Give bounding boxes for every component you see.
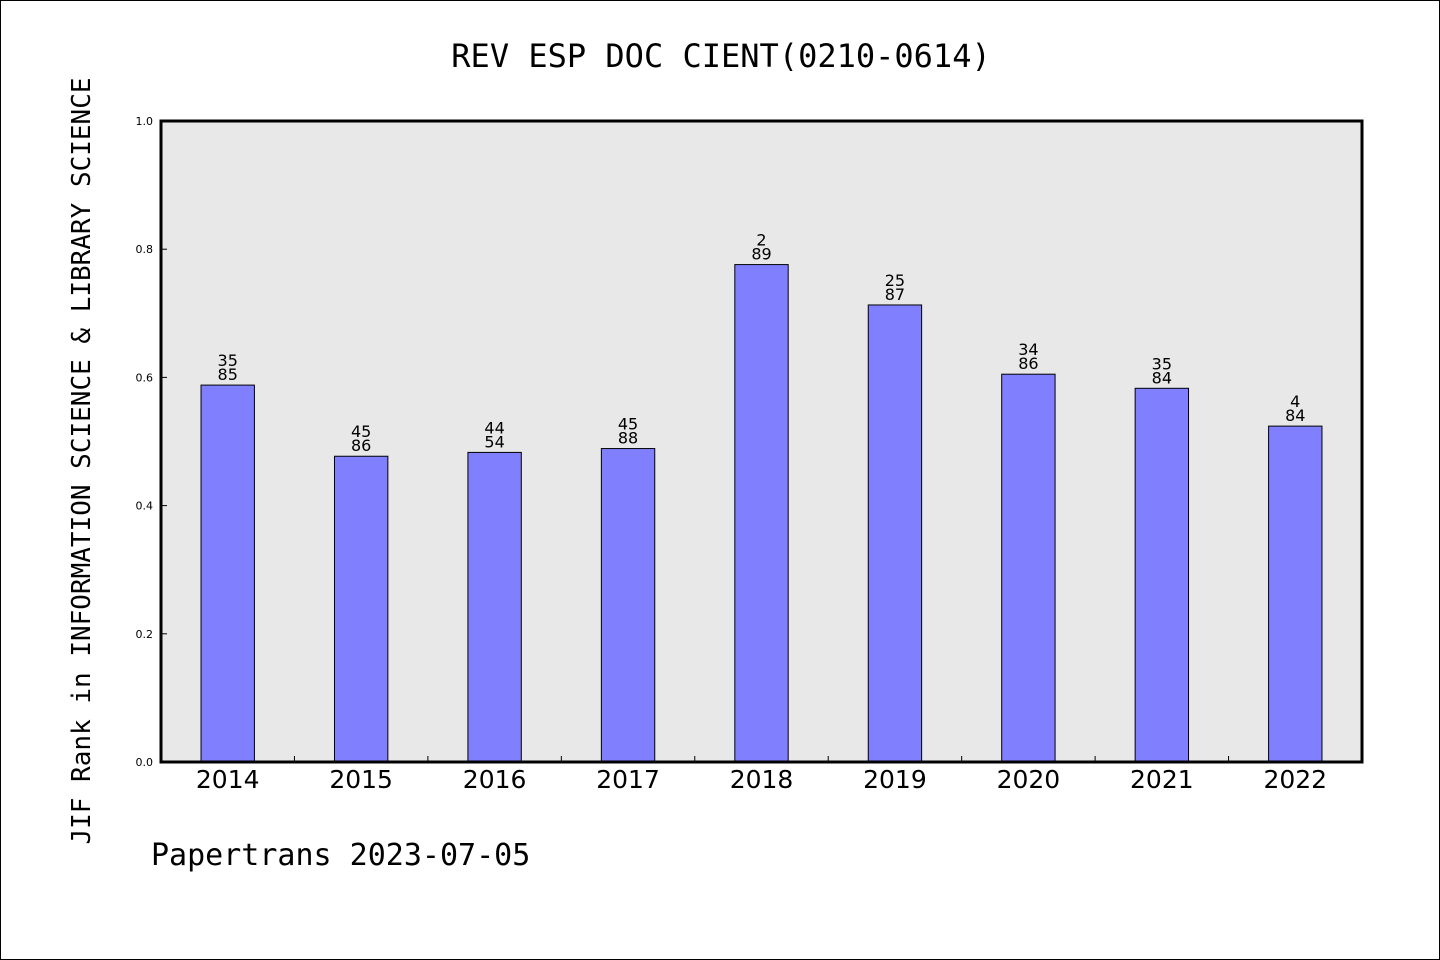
data-label-total: 89 [751,245,771,264]
data-label-total: 87 [885,285,905,304]
x-tick-label: 2018 [730,765,794,794]
chart-title: REV ESP DOC CIENT(0210-0614) [451,37,990,75]
plot-border [159,119,1364,764]
data-label-rank: 4 [1290,392,1300,411]
y-tick-label: 0.0 [136,756,154,769]
y-tick-label: 0.8 [136,243,154,256]
x-tick-label: 2019 [863,765,927,794]
x-tick-label: 2017 [596,765,660,794]
data-label-total: 84 [1285,406,1305,425]
footer-source-date: Papertrans 2023-07-05 [151,838,530,873]
x-tick-label: 2014 [196,765,260,794]
data-label-total: 85 [218,365,238,384]
data-label-total: 86 [1018,354,1038,373]
bar [467,451,522,763]
data-label-rank: 34 [1018,340,1038,359]
bar [867,304,923,763]
y-tick-label: 0.4 [136,500,154,513]
data-label-rank: 35 [218,351,238,370]
data-label-total: 54 [484,432,504,451]
data-label-rank: 44 [484,418,504,437]
data-label-total: 88 [618,429,638,448]
x-tick-label: 2021 [1130,765,1194,794]
bar [734,264,789,763]
y-tick-label: 1.0 [136,115,154,128]
bar [1134,387,1190,763]
y-axis-label: JIF Rank in INFORMATION SCIENCE & LIBRAR… [67,77,97,844]
data-label-total: 84 [1152,368,1172,387]
data-label-rank: 2 [756,231,766,250]
bar [333,455,389,763]
x-tick-label: 2016 [463,765,527,794]
y-tick-label: 0.2 [136,628,154,641]
bar [200,384,255,763]
x-tick-label: 2015 [329,765,393,794]
data-label-rank: 45 [351,422,371,441]
y-tick-label: 0.6 [136,371,154,384]
data-label-rank: 45 [618,415,638,434]
bar [1001,373,1056,763]
data-label-rank: 35 [1152,354,1172,373]
data-label-total: 86 [351,436,371,455]
x-tick-label: 2020 [997,765,1061,794]
chart-marks: 0.00.20.40.60.81.02014358520154586201644… [136,115,1328,794]
bar [600,448,656,763]
x-tick-label: 2022 [1263,765,1327,794]
data-label-rank: 25 [885,271,905,290]
bar [1268,425,1323,763]
